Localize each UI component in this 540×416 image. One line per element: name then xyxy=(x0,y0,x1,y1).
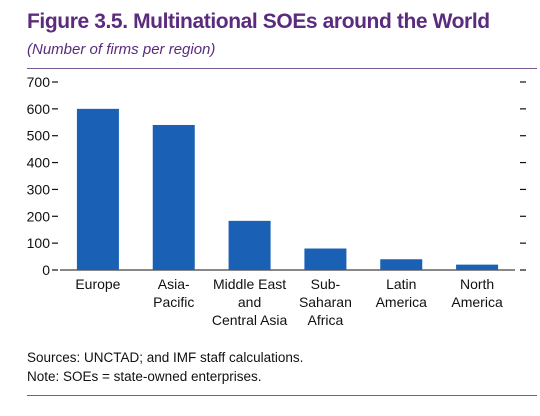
bar xyxy=(76,108,119,270)
x-category-label: America xyxy=(451,294,503,310)
y-tick-label: 400 xyxy=(27,155,51,171)
abbreviation-note: Note: SOEs = state-owned enterprises. xyxy=(27,369,262,384)
bar xyxy=(152,124,195,270)
y-tick-label: 0 xyxy=(42,262,50,278)
y-tick-label: 300 xyxy=(27,181,51,197)
y-tick-label: 600 xyxy=(27,101,51,117)
x-category-label: North xyxy=(460,276,494,292)
x-category-label: Central Asia xyxy=(212,312,288,328)
x-category-label: Europe xyxy=(75,276,120,292)
bar xyxy=(228,220,271,270)
sources-note: Sources: UNCTAD; and IMF staff calculati… xyxy=(27,350,304,365)
bar-chart: 0 100 200 300 400 500 600 700 Europe Asia- Pacific… xyxy=(27,74,526,328)
y-tick-label: 500 xyxy=(27,128,51,144)
y-tick-label: 100 xyxy=(27,235,51,251)
x-category-label: Middle East xyxy=(213,276,286,292)
bar xyxy=(380,259,423,270)
y-tick-label: 700 xyxy=(27,74,51,90)
x-category-label: Pacific xyxy=(153,294,194,310)
x-category-label: Sub- xyxy=(311,276,341,292)
x-category-label: America xyxy=(376,294,428,310)
x-category-label: Latin xyxy=(386,276,416,292)
figure-subtitle: (Number of firms per region) xyxy=(27,41,216,58)
bar xyxy=(304,248,347,270)
figure-title: Figure 3.5. Multinational SOEs around th… xyxy=(27,10,490,33)
y-tick-label: 200 xyxy=(27,208,51,224)
bar xyxy=(456,264,499,270)
bottom-rule xyxy=(27,395,537,396)
x-category-label: Africa xyxy=(308,312,344,328)
x-category-label: Saharan xyxy=(299,294,352,310)
x-category-label: and xyxy=(238,294,261,310)
x-category-label: Asia- xyxy=(158,276,190,292)
top-rule xyxy=(27,68,537,69)
